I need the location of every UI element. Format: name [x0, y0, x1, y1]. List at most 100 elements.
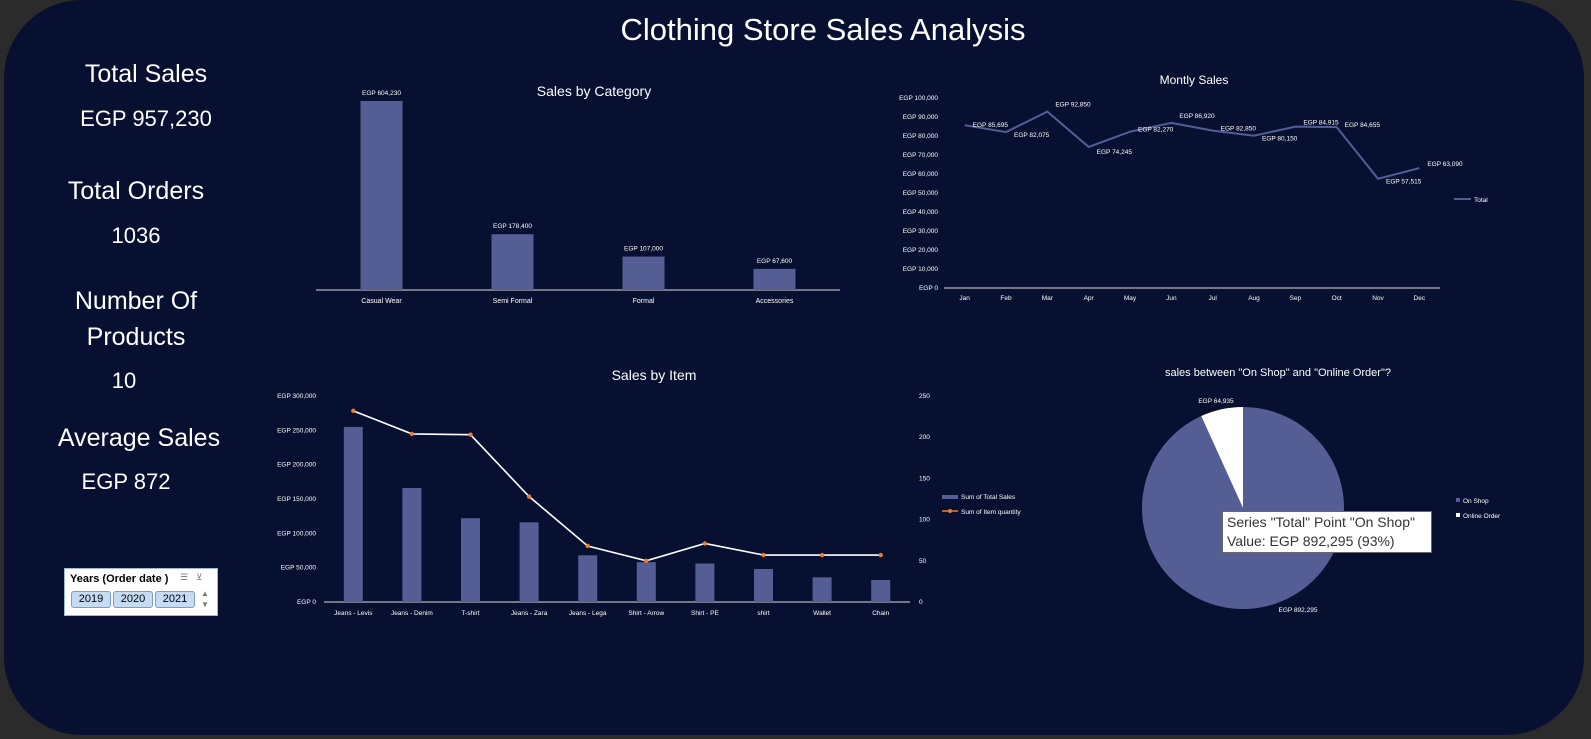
item-quantity-point: [702, 541, 708, 546]
kpi-total-sales-value: EGP 957,230: [80, 106, 212, 131]
kpi-total-orders-label: Total Orders: [67, 177, 205, 205]
monthly-data-label: EGP 82,850: [1221, 126, 1257, 133]
item-sales-bar: [519, 522, 539, 602]
item-legend-quantity: Sum of Item quantity: [961, 509, 1021, 516]
dashboard-title: Clothing Store Sales Analysis: [620, 12, 1026, 47]
monthly-data-label: EGP 92,850: [1055, 102, 1091, 109]
category-bar-label: EGP 107,000: [624, 246, 663, 253]
monthly-x-tick: Aug: [1248, 295, 1260, 302]
pie-data-label: EGP 64,935: [1198, 398, 1234, 405]
item-x-tick: Shirt - Arrow: [628, 610, 664, 617]
slicer-option-2020[interactable]: 2020: [113, 591, 153, 608]
category-bar: [753, 268, 796, 290]
monthly-data-label: EGP 80,150: [1262, 136, 1298, 143]
monthly-data-label: EGP 57,515: [1386, 179, 1422, 186]
pie-legend-swatch-on-shop: [1456, 498, 1460, 502]
item-x-tick: shirt: [757, 610, 769, 617]
monthly-x-tick: Jul: [1209, 295, 1218, 302]
item-y2-tick: 0: [919, 599, 923, 606]
pie-data-label: EGP 892,295: [1279, 607, 1318, 614]
kpi-products-value: 10: [111, 368, 137, 393]
item-legend-sales: Sum of Total Sales: [961, 494, 1016, 501]
years-slicer[interactable]: Years (Order date ) ☰ ⊻ 2019 2020 2021 ▲…: [64, 568, 218, 616]
pie-legend-online: Online Order: [1463, 513, 1501, 520]
scroll-up-icon[interactable]: ▲: [201, 589, 209, 598]
slicer-header: Years (Order date ): [70, 573, 169, 585]
monthly-y-tick: EGP 100,000: [899, 95, 938, 102]
kpi-products-label-2: Products: [86, 323, 186, 351]
item-y2-tick: 200: [919, 434, 930, 441]
slicer-option-2021[interactable]: 2021: [155, 591, 195, 608]
monthly-sales-line: [964, 110, 1420, 180]
item-sales-bar: [578, 555, 598, 602]
item-legend-marker-quantity: [948, 509, 952, 513]
item-quantity-point: [468, 432, 473, 437]
monthly-data-label: EGP 84,655: [1345, 122, 1381, 129]
monthly-data-label: EGP 82,075: [1014, 132, 1050, 139]
item-y2-tick: 150: [919, 475, 930, 482]
item-y-tick: EGP 250,000: [277, 427, 316, 434]
monthly-y-tick: EGP 50,000: [903, 190, 939, 197]
monthly-y-tick: EGP 70,000: [903, 152, 939, 159]
monthly-y-tick: EGP 60,000: [903, 171, 939, 178]
pie-legend-swatch-online: [1456, 513, 1460, 517]
monthly-x-tick: Apr: [1084, 295, 1095, 302]
monthly-data-label: EGP 74,245: [1097, 149, 1133, 156]
item-y-tick: EGP 300,000: [277, 393, 316, 400]
dashboard: Clothing Store Sales Analysis Total Sale…: [4, 0, 1584, 735]
scroll-down-icon[interactable]: ▼: [201, 600, 209, 609]
item-quantity-line: [353, 410, 881, 562]
item-y2-tick: 50: [919, 558, 927, 565]
multi-select-icon[interactable]: ☰: [180, 572, 189, 582]
item-sales-bar: [812, 577, 832, 602]
monthly-x-tick: Oct: [1332, 295, 1342, 302]
pie-slice: [1201, 407, 1243, 508]
sales-by-category-chart: Sales by Category EGP 604,230 Casual Wear E…: [277, 73, 1501, 617]
monthly-data-label: EGP 84,915: [1303, 120, 1339, 127]
item-sales-bar: [695, 563, 715, 602]
kpi-total-sales-label: Total Sales: [84, 60, 208, 88]
monthly-y-tick: EGP 20,000: [903, 247, 939, 254]
monthly-x-tick: Nov: [1372, 295, 1384, 302]
item-x-tick: Jeans - Zara: [511, 610, 548, 617]
item-y-tick: EGP 50,000: [281, 565, 317, 572]
tooltip-line-2: Value: EGP 892,295 (93%): [1227, 533, 1395, 549]
monthly-x-tick: Jan: [959, 295, 970, 302]
category-bar-label: EGP 604,230: [362, 90, 401, 97]
item-quantity-point: [526, 494, 532, 499]
category-tick-label: Casual Wear: [361, 298, 402, 305]
item-sales-bar: [343, 426, 363, 602]
pie-slice: [1141, 407, 1344, 610]
item-x-tick: Jeans - Levis: [334, 610, 373, 617]
category-tick-label: Semi Formal: [493, 298, 533, 305]
clear-filter-icon[interactable]: ⊻: [196, 572, 203, 582]
kpi-average-sales-label: Average Sales: [57, 424, 221, 452]
item-x-tick: Jeans - Lega: [569, 610, 607, 617]
category-bar: [491, 234, 534, 290]
pie-legend-on-shop: On Shop: [1463, 498, 1489, 505]
monthly-x-tick: May: [1124, 295, 1137, 302]
chart-tooltip: Series "Total" Point "On Shop" Value: EG…: [1222, 511, 1432, 553]
item-quantity-point: [878, 552, 883, 558]
monthly-x-tick: Sep: [1290, 295, 1302, 302]
category-tick-label: Accessories: [756, 298, 794, 305]
item-sales-bar: [636, 562, 656, 602]
monthly-y-tick: EGP 90,000: [903, 114, 939, 121]
item-x-tick: T-shirt: [461, 610, 479, 617]
monthly-data-label: EGP 82,270: [1138, 127, 1174, 134]
monthly-data-label: EGP 85,695: [973, 122, 1009, 129]
item-legend-swatch-sales: [942, 495, 958, 499]
monthly-x-tick: Feb: [1000, 295, 1012, 302]
item-y-tick: EGP 150,000: [277, 496, 316, 503]
item-y-tick: EGP 200,000: [277, 462, 316, 469]
item-x-tick: Wallet: [813, 610, 831, 617]
monthly-y-tick: EGP 10,000: [903, 266, 939, 273]
item-y-tick: EGP 100,000: [277, 530, 316, 537]
monthly-y-tick: EGP 80,000: [903, 133, 939, 140]
item-y2-tick: 100: [919, 517, 930, 524]
item-quantity-point: [761, 552, 766, 558]
slicer-option-2019[interactable]: 2019: [71, 591, 111, 608]
category-bar: [622, 256, 665, 290]
item-quantity-point: [644, 558, 649, 563]
monthly-x-tick: Dec: [1414, 295, 1426, 302]
